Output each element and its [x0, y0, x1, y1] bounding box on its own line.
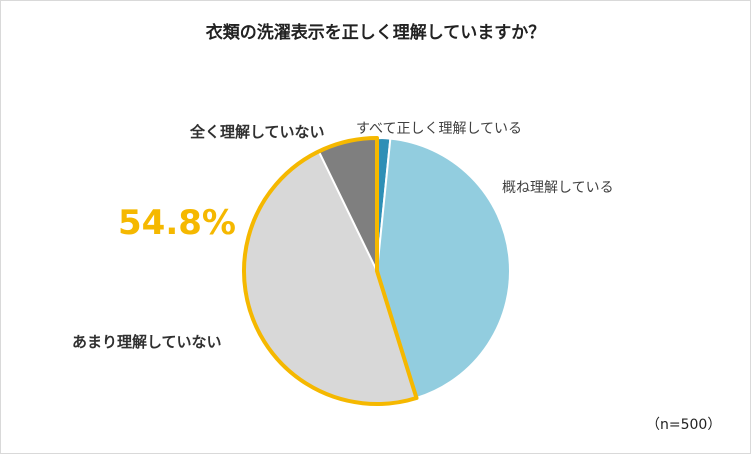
- highlight-outline: [242, 136, 419, 406]
- slice-mostly: [375, 137, 511, 400]
- slice-label-all-correct: すべて正しく理解している: [356, 121, 523, 137]
- slice-label-not-at-all: 全く理解していない: [190, 123, 325, 141]
- chart-title: 衣類の洗濯表示を正しく理解していますか？: [205, 23, 546, 43]
- slice-label-mostly: 概ね理解している: [502, 180, 614, 196]
- highlight-percentage: 54.8%: [118, 203, 236, 243]
- slice-label-not-much: あまり理解していない: [72, 333, 222, 351]
- sample-size-note: （n=500）: [646, 417, 722, 433]
